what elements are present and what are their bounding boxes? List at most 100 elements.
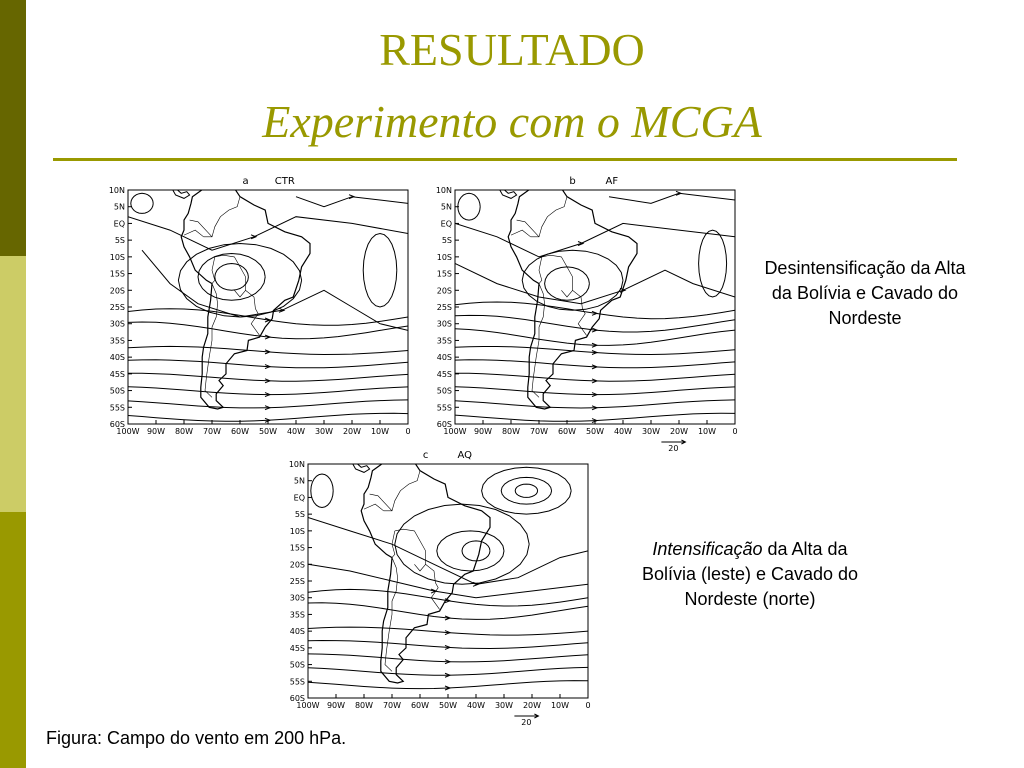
lat-label: EQ bbox=[114, 219, 125, 228]
wind-map-aq: c AQ 10N 5N EQ 5S 10S 15S 20S 25S 30S 35S 40S 45S 50S 5… bbox=[278, 446, 600, 726]
lat-label: 10S bbox=[290, 527, 305, 536]
country-border bbox=[394, 528, 440, 610]
lat-label: 40S bbox=[437, 353, 452, 362]
panel-letter-c: c bbox=[423, 450, 429, 461]
streamline bbox=[214, 262, 249, 291]
lon-label: 50W bbox=[259, 427, 277, 436]
country-border bbox=[531, 283, 545, 398]
streamline bbox=[455, 399, 735, 409]
lat-label: 5S bbox=[442, 236, 452, 245]
flow-arrow bbox=[444, 659, 452, 665]
note-intensificacao: Intensificação da Alta da Bolívia (leste… bbox=[640, 537, 860, 612]
flow-arrow bbox=[264, 378, 272, 384]
streamline bbox=[362, 232, 398, 308]
streamline bbox=[128, 308, 408, 326]
country-border bbox=[189, 219, 213, 238]
streamline bbox=[141, 249, 408, 331]
lat-label: 5S bbox=[115, 236, 125, 245]
lat-label: 50S bbox=[437, 387, 452, 396]
lat-label: 55S bbox=[110, 403, 125, 412]
lat-label: 25S bbox=[110, 303, 125, 312]
side-bar-decoration bbox=[0, 0, 26, 768]
lat-label: 10N bbox=[109, 186, 125, 195]
lon-label: 20W bbox=[523, 701, 541, 710]
central-america-outline bbox=[172, 190, 191, 199]
lat-label: 20S bbox=[290, 560, 305, 569]
streamline bbox=[455, 222, 735, 258]
lon-label: 90W bbox=[474, 427, 492, 436]
country-border bbox=[510, 229, 531, 238]
lat-label: 45S bbox=[110, 370, 125, 379]
lon-label: 10W bbox=[551, 701, 569, 710]
streamline bbox=[455, 359, 735, 369]
flow-arrow bbox=[472, 581, 480, 587]
lon-label: 90W bbox=[327, 701, 345, 710]
lon-label: 0 bbox=[405, 427, 410, 436]
flow-arrow bbox=[577, 241, 585, 246]
lon-label: 60W bbox=[231, 427, 249, 436]
lat-label: 35S bbox=[110, 336, 125, 345]
streamline bbox=[394, 503, 530, 585]
lat-label: 35S bbox=[290, 610, 305, 619]
streamline bbox=[455, 301, 735, 320]
flow-arrow bbox=[444, 615, 452, 621]
panel-name-c: AQ bbox=[458, 450, 473, 461]
flow-arrow bbox=[264, 392, 272, 398]
flow-arrow bbox=[591, 378, 599, 384]
streamline bbox=[197, 252, 266, 301]
country-border bbox=[214, 254, 260, 336]
lon-label: 10W bbox=[698, 427, 716, 436]
vector-scale-label: 20 bbox=[668, 444, 678, 452]
streamline bbox=[308, 602, 588, 620]
streamline bbox=[608, 192, 735, 204]
streamline bbox=[544, 266, 590, 301]
streamline bbox=[128, 359, 408, 369]
vector-scale-arrow bbox=[661, 439, 687, 445]
streamline bbox=[128, 345, 408, 356]
streamline bbox=[128, 399, 408, 409]
lon-label: 80W bbox=[175, 427, 193, 436]
lon-label: 30W bbox=[642, 427, 660, 436]
lon-label: 30W bbox=[495, 701, 513, 710]
lat-label: 20S bbox=[110, 286, 125, 295]
flow-arrow bbox=[444, 644, 452, 650]
slide-title: RESULTADO bbox=[379, 24, 645, 75]
lon-label: 0 bbox=[732, 427, 737, 436]
panel-letter-a: a bbox=[243, 176, 249, 187]
country-border bbox=[363, 503, 384, 512]
lat-label: 40S bbox=[290, 627, 305, 636]
note-intensificacao-italic: Intensificação bbox=[652, 539, 763, 559]
wind-map-af: b AF 10N 5N EQ 5S 10S 15S 20S 25S 30S 35S 40S 45S 50S 5… bbox=[425, 172, 747, 452]
streamline bbox=[457, 192, 481, 221]
note-intensificacao-rest: da Alta da Bolívia (leste) e Cavado do N… bbox=[641, 539, 859, 609]
lat-label: 30S bbox=[110, 320, 125, 329]
country-border bbox=[369, 493, 393, 512]
streamline bbox=[455, 263, 735, 305]
streamline bbox=[308, 653, 588, 663]
lon-label: 60W bbox=[411, 701, 429, 710]
lat-label: 60S bbox=[437, 420, 452, 429]
country-border bbox=[383, 470, 421, 512]
map-svg-a: a CTR 10N 5N EQ 5S 10S 15S 20S 25S 30S 35S 40S 45S 50S… bbox=[109, 176, 411, 436]
side-bar-top bbox=[0, 0, 26, 256]
lon-label: 0 bbox=[585, 701, 590, 710]
lon-label: 50W bbox=[586, 427, 604, 436]
streamline bbox=[308, 588, 588, 607]
lat-label: 30S bbox=[290, 594, 305, 603]
country-border bbox=[211, 256, 216, 284]
lat-label: 45S bbox=[437, 370, 452, 379]
lat-label: 10N bbox=[289, 460, 305, 469]
country-border bbox=[183, 229, 204, 238]
country-border bbox=[234, 290, 246, 298]
panel-name-b: AF bbox=[606, 176, 619, 187]
streamline bbox=[128, 386, 408, 396]
lon-label: 20W bbox=[343, 427, 361, 436]
streamline bbox=[455, 328, 735, 346]
flow-arrow bbox=[675, 190, 683, 196]
streamline bbox=[128, 321, 408, 340]
south-america-outline bbox=[507, 190, 638, 410]
title-divider bbox=[53, 158, 957, 161]
slide-subtitle: Experimento com o MCGA bbox=[262, 96, 762, 147]
figure-caption: Figura: Campo do vento em 200 hPa. bbox=[46, 728, 347, 748]
lat-label: 5N bbox=[114, 203, 125, 212]
